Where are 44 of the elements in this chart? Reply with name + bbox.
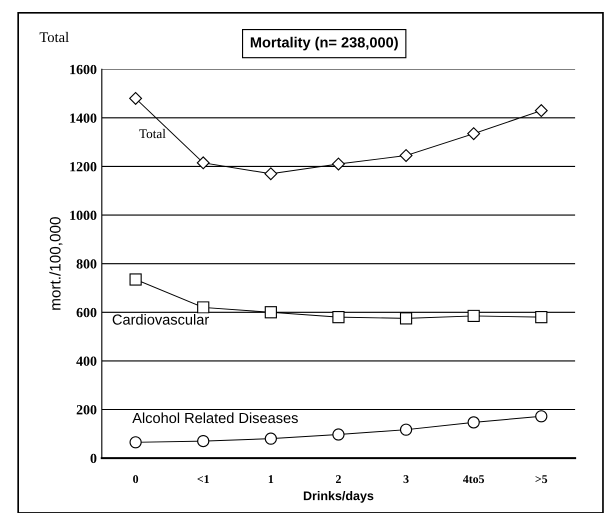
point [264, 432, 277, 445]
point [129, 92, 142, 105]
x-tick-label: 3 [404, 475, 409, 484]
y-tick-label: 1000 [70, 210, 96, 220]
point [332, 158, 345, 170]
y-tick-label: 1200 [70, 162, 96, 172]
point [400, 149, 413, 162]
point [400, 312, 412, 324]
chart-title: Mortality (n= 238,000) [250, 36, 398, 50]
x-tick-label: 4to5 [463, 475, 484, 484]
point [130, 436, 142, 448]
point [197, 301, 210, 314]
series-label: Alcohol Related Diseases [132, 412, 298, 424]
point [197, 434, 210, 448]
point [130, 273, 142, 286]
text: Total [40, 32, 69, 42]
x-tick-label: 2 [336, 475, 341, 483]
y-tick-label: 400 [76, 356, 96, 366]
y-tick-label: 800 [76, 259, 96, 269]
point [264, 306, 277, 318]
y-tick-label: 1600 [70, 64, 96, 74]
y-tick-label: 1400 [70, 113, 96, 123]
point [332, 428, 345, 441]
y-tick-label: 200 [76, 405, 96, 414]
y-tick-label: 0 [90, 454, 96, 464]
point [468, 416, 480, 428]
series-label: Total [139, 128, 166, 138]
x-tick-label: 0 [133, 475, 138, 484]
point [535, 410, 548, 422]
point [534, 104, 548, 118]
point [264, 167, 278, 180]
point [468, 310, 480, 322]
x-tick-label: 1 [268, 475, 274, 483]
y-tick-label: 600 [76, 308, 96, 318]
point [400, 424, 412, 436]
point [467, 127, 480, 140]
point [535, 311, 548, 324]
x-tick-label: >5 [536, 475, 548, 484]
x-tick-label: <1 [198, 475, 209, 483]
point [332, 311, 345, 324]
point [196, 156, 210, 170]
x-axis-title: Drinks/days [304, 491, 374, 503]
series-label: Cardiovascular [112, 314, 209, 325]
y-axis-title: mort./100,000 [49, 217, 62, 310]
